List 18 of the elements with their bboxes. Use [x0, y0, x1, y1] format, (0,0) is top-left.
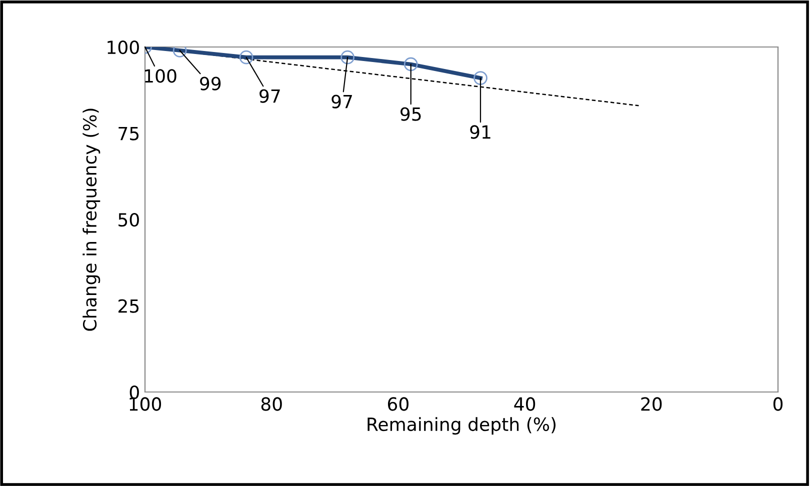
y-tick-label: 75	[118, 126, 139, 140]
x-tick-label: 20	[641, 397, 662, 411]
data-label: 91	[470, 125, 490, 139]
x-tick-label: 80	[261, 397, 282, 411]
data-label: 100	[145, 69, 176, 83]
x-tick-label: 40	[514, 397, 536, 411]
y-axis-title: Change in frequency (%)	[82, 108, 100, 331]
y-tick-label: 100	[108, 40, 139, 54]
x-tick-label: 60	[388, 397, 408, 411]
data-label: 97	[260, 89, 280, 103]
x-tick-label: 100	[130, 397, 162, 411]
y-tick-label: 50	[118, 212, 139, 227]
data-label: 99	[200, 76, 221, 90]
x-tick-label: 0	[773, 397, 783, 411]
data-label: 95	[400, 107, 421, 121]
data-label: 97	[332, 94, 352, 108]
y-tick-label: 25	[118, 299, 139, 313]
x-axis-title: Remaining depth (%)	[368, 417, 556, 435]
